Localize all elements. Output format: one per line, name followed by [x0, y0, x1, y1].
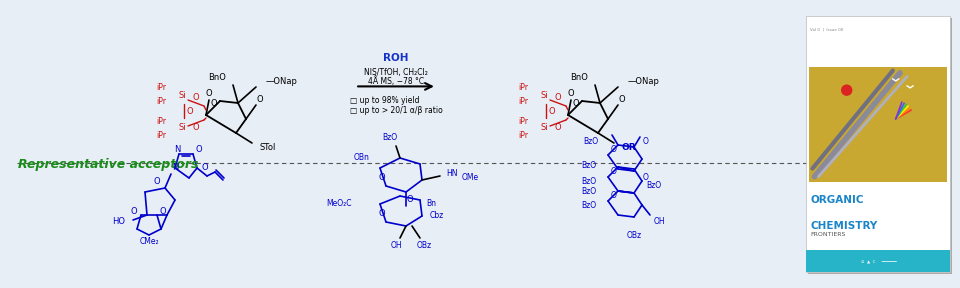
FancyBboxPatch shape [806, 250, 950, 272]
Text: MeO₂C: MeO₂C [326, 200, 352, 209]
Text: CHEMISTRY: CHEMISTRY [810, 221, 877, 231]
FancyBboxPatch shape [808, 18, 952, 274]
Text: O: O [159, 207, 166, 217]
FancyBboxPatch shape [809, 67, 948, 183]
Text: iPr: iPr [156, 84, 166, 92]
Text: OR: OR [622, 143, 636, 151]
Text: N: N [172, 164, 179, 173]
Text: O: O [256, 94, 263, 103]
Text: —ONap: —ONap [266, 77, 298, 86]
Text: iPr: iPr [156, 118, 166, 126]
Text: Si: Si [179, 92, 186, 101]
Text: ROH: ROH [383, 53, 409, 63]
Text: O: O [643, 173, 649, 181]
Text: STol: STol [260, 143, 276, 151]
Text: CMe₂: CMe₂ [139, 236, 158, 245]
Text: O: O [131, 207, 137, 217]
Text: OH: OH [390, 242, 402, 251]
Text: Si: Si [540, 124, 548, 132]
Text: BzO: BzO [581, 200, 596, 209]
Text: Si: Si [540, 92, 548, 101]
Text: BnO: BnO [208, 73, 226, 82]
Text: iPr: iPr [518, 118, 528, 126]
Text: BzO: BzO [581, 187, 596, 196]
Text: O: O [612, 168, 617, 177]
Text: BzO: BzO [581, 177, 596, 185]
Text: N: N [174, 145, 180, 154]
Text: Cbz: Cbz [430, 211, 444, 221]
Text: iPr: iPr [518, 132, 528, 141]
Text: OBz: OBz [627, 230, 641, 240]
Text: BzO: BzO [581, 160, 596, 170]
Text: ⊙  ▲  C     ━━━━━━: ⊙ ▲ C ━━━━━━ [860, 259, 897, 264]
Text: O: O [378, 173, 385, 183]
Text: □ up to 98% yield: □ up to 98% yield [350, 96, 420, 105]
Text: O: O [378, 209, 385, 219]
Text: O: O [210, 99, 217, 109]
Text: O: O [555, 124, 562, 132]
Text: HO: HO [112, 217, 125, 226]
Text: OMe: OMe [462, 173, 479, 183]
Text: O: O [205, 88, 212, 98]
Text: OH: OH [654, 217, 665, 226]
Text: Vol 0  |  Issue 00: Vol 0 | Issue 00 [810, 27, 844, 31]
Text: O: O [618, 94, 625, 103]
Text: iPr: iPr [156, 98, 166, 107]
Text: —ONap: —ONap [628, 77, 660, 86]
Text: HN: HN [446, 170, 458, 179]
Text: Si: Si [179, 124, 186, 132]
Text: BzO: BzO [646, 181, 661, 190]
Text: iPr: iPr [518, 98, 528, 107]
Text: O: O [612, 145, 617, 154]
Text: OBz: OBz [417, 242, 432, 251]
Text: O: O [612, 192, 617, 200]
Text: O: O [643, 137, 649, 145]
Text: FRONTIERS: FRONTIERS [810, 232, 846, 237]
Text: O: O [567, 88, 574, 98]
Text: O: O [549, 107, 555, 115]
Text: 4Å MS, −78 °C: 4Å MS, −78 °C [368, 76, 424, 86]
Text: BzO: BzO [583, 137, 598, 145]
Text: O: O [193, 94, 200, 103]
Text: OBn: OBn [354, 154, 370, 162]
Text: BnO: BnO [570, 73, 588, 82]
Text: O: O [555, 94, 562, 103]
Text: O: O [407, 196, 414, 204]
Text: □ up to > 20/1 α/β ratio: □ up to > 20/1 α/β ratio [350, 106, 443, 115]
Text: O: O [193, 124, 200, 132]
FancyBboxPatch shape [806, 16, 950, 272]
Circle shape [842, 85, 852, 95]
Text: Bn: Bn [426, 200, 436, 209]
Text: iPr: iPr [156, 132, 166, 141]
Text: Representative acceptors: Representative acceptors [18, 158, 199, 171]
Text: O: O [202, 164, 208, 173]
Text: O: O [186, 107, 193, 115]
Text: O: O [573, 99, 579, 109]
Text: BzO: BzO [382, 134, 397, 143]
Text: iPr: iPr [518, 84, 528, 92]
Text: NIS/TfOH, CH₂Cl₂: NIS/TfOH, CH₂Cl₂ [364, 68, 428, 77]
Text: O: O [195, 145, 202, 154]
Text: O: O [154, 177, 160, 187]
Text: ORGANIC: ORGANIC [810, 195, 864, 205]
